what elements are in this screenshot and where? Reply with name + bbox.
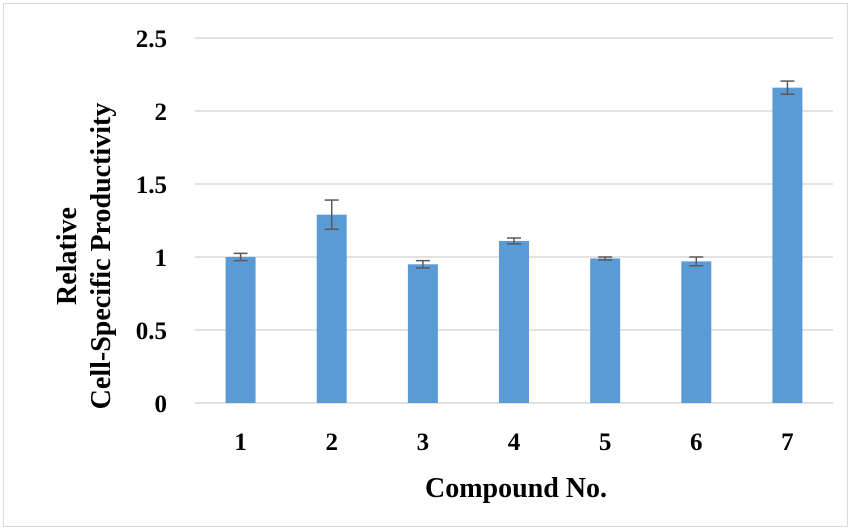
bar xyxy=(407,264,438,403)
y-axis-title-line-1: Relative xyxy=(52,207,83,305)
x-tick-label: 1 xyxy=(234,429,247,456)
y-tick-label: 1.5 xyxy=(136,172,167,199)
y-tick-label: 1 xyxy=(155,245,168,272)
y-tick-label: 0 xyxy=(155,391,168,418)
x-tick-label: 4 xyxy=(508,429,521,456)
bar xyxy=(681,261,712,403)
x-tick-label: 7 xyxy=(781,429,794,456)
y-axis-title-line-2: Cell-Specific Productivity xyxy=(86,103,117,410)
x-tick-label: 6 xyxy=(690,429,703,456)
x-tick-label: 2 xyxy=(325,429,338,456)
bar xyxy=(772,87,803,403)
x-tick-label: 5 xyxy=(599,429,612,456)
bars xyxy=(225,87,803,403)
bar xyxy=(225,257,256,403)
error-bars xyxy=(233,80,795,269)
y-tick-label: 2.5 xyxy=(136,26,167,53)
y-tick-label: 0.5 xyxy=(136,318,167,345)
x-axis-title: Compound No. xyxy=(425,473,607,504)
x-axis-ticks: 1 2 3 4 5 6 7 xyxy=(234,429,793,456)
gridlines xyxy=(195,37,833,404)
x-tick-label: 3 xyxy=(417,429,430,456)
y-tick-label: 2 xyxy=(155,99,168,126)
bar xyxy=(499,240,529,403)
y-axis-ticks: 0 0.5 1 1.5 2 2.5 xyxy=(136,26,167,418)
bar xyxy=(590,258,621,403)
bar xyxy=(316,214,347,403)
